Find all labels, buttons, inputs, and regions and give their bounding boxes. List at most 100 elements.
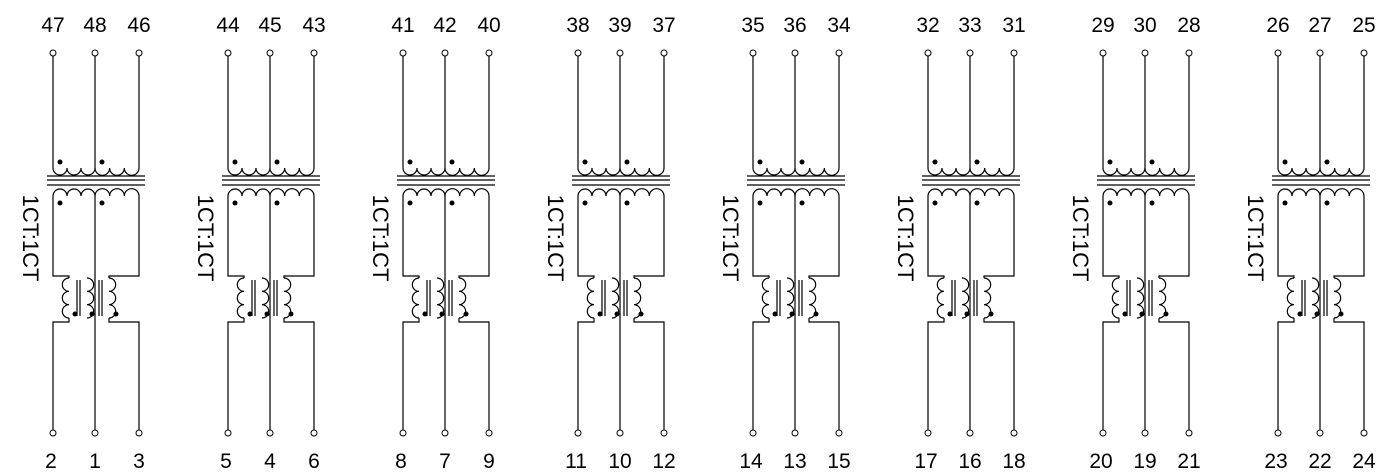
pin-label-top: 30	[1133, 14, 1156, 37]
pin-label-top: 46	[127, 14, 150, 37]
choke-winding	[611, 277, 620, 319]
pin-terminal	[135, 429, 143, 437]
pin-terminal	[1360, 49, 1368, 57]
lead-wire	[1333, 318, 1365, 430]
polarity-dot	[932, 200, 938, 206]
lead-wire	[52, 318, 70, 430]
lower-winding	[227, 188, 271, 197]
pin-terminal	[1316, 429, 1324, 437]
pin-terminal	[1099, 429, 1107, 437]
pin-terminal	[1274, 429, 1282, 437]
lead-wire	[1333, 196, 1365, 278]
polarity-dot	[974, 159, 980, 165]
choke-winding	[1136, 277, 1145, 319]
polarity-dot	[113, 311, 119, 317]
upper-winding	[444, 167, 490, 176]
pin-label-top: 34	[827, 14, 851, 37]
polarity-dot	[789, 311, 795, 317]
pin-terminal	[835, 429, 843, 437]
pin-terminal	[616, 49, 624, 57]
lead-wire	[1102, 196, 1120, 278]
polarity-dot	[1324, 159, 1330, 165]
polarity-dot	[597, 311, 603, 317]
lead-wire	[402, 196, 420, 278]
polarity-dot	[89, 311, 95, 317]
pin-terminal	[485, 429, 493, 437]
choke-winding	[236, 277, 245, 319]
lead-wire	[808, 196, 840, 278]
pin-label-top: 32	[916, 14, 939, 37]
lower-winding	[1144, 188, 1190, 197]
polarity-dot	[624, 159, 630, 165]
choke-winding	[633, 277, 642, 319]
polarity-dot	[1314, 311, 1320, 317]
choke-winding	[936, 277, 945, 319]
upper-winding	[1277, 167, 1321, 176]
pin-label-bottom: 2	[45, 450, 57, 473]
upper-winding	[402, 167, 446, 176]
pin-terminal	[49, 49, 57, 57]
polarity-dot	[582, 159, 588, 165]
polarity-dot	[99, 159, 105, 165]
lead-wire	[927, 196, 945, 278]
polarity-dot	[422, 311, 428, 317]
polarity-dot	[1139, 311, 1145, 317]
transformer-channel: 41 42 40 8 7 9 1CT:1CT	[368, 14, 501, 473]
choke-winding	[983, 277, 992, 319]
choke-winding	[786, 277, 795, 319]
pin-terminal	[749, 49, 757, 57]
lower-winding	[752, 188, 796, 197]
pin-terminal	[616, 429, 624, 437]
polarity-dot	[247, 311, 253, 317]
lead-wire	[227, 196, 245, 278]
lead-wire	[633, 196, 665, 278]
polarity-dot	[274, 200, 280, 206]
polarity-dot	[288, 311, 294, 317]
pin-label-bottom: 19	[1133, 450, 1156, 473]
polarity-dot	[407, 159, 413, 165]
pin-label-bottom: 16	[958, 450, 981, 473]
transformer-channel: 47 48 46 2 1 3 1CT:1CT	[18, 14, 151, 473]
polarity-dot	[813, 311, 819, 317]
lower-winding	[577, 188, 621, 197]
pin-label-bottom: 12	[652, 450, 675, 473]
pin-terminal	[1274, 49, 1282, 57]
polarity-dot	[449, 200, 455, 206]
polarity-dot	[264, 311, 270, 317]
polarity-dot	[1149, 159, 1155, 165]
polarity-dot	[1163, 311, 1169, 317]
lead-wire	[633, 318, 665, 430]
pin-terminal	[310, 429, 318, 437]
lead-wire	[283, 318, 315, 430]
choke-winding	[1286, 277, 1295, 319]
lower-winding	[52, 188, 96, 197]
pin-terminal	[266, 429, 274, 437]
pin-terminal	[574, 429, 582, 437]
polarity-dot	[988, 311, 994, 317]
upper-winding	[752, 167, 796, 176]
pin-terminal	[574, 49, 582, 57]
polarity-dot	[57, 200, 63, 206]
pin-label-bottom: 24	[1352, 450, 1376, 473]
pin-label-bottom: 18	[1002, 450, 1025, 473]
lead-wire	[227, 318, 245, 430]
pin-label-bottom: 23	[1264, 450, 1287, 473]
pin-terminal	[966, 49, 974, 57]
lower-winding	[927, 188, 971, 197]
choke-winding	[961, 277, 970, 319]
lead-wire	[752, 196, 770, 278]
pin-label-bottom: 7	[439, 450, 451, 473]
turns-ratio-label: 1CT:1CT	[718, 195, 743, 282]
pin-terminal	[91, 49, 99, 57]
choke-winding	[761, 277, 770, 319]
pin-label-bottom: 1	[89, 450, 101, 473]
pin-label-bottom: 11	[565, 450, 587, 473]
polarity-dot	[1324, 200, 1330, 206]
choke-winding	[1311, 277, 1320, 319]
polarity-dot	[974, 200, 980, 206]
transformer-channel: 29 30 28 20 19 21 1CT:1CT	[1068, 14, 1201, 473]
pin-label-bottom: 5	[220, 450, 232, 473]
choke-winding	[1333, 277, 1342, 319]
pin-label-top: 38	[566, 14, 589, 37]
